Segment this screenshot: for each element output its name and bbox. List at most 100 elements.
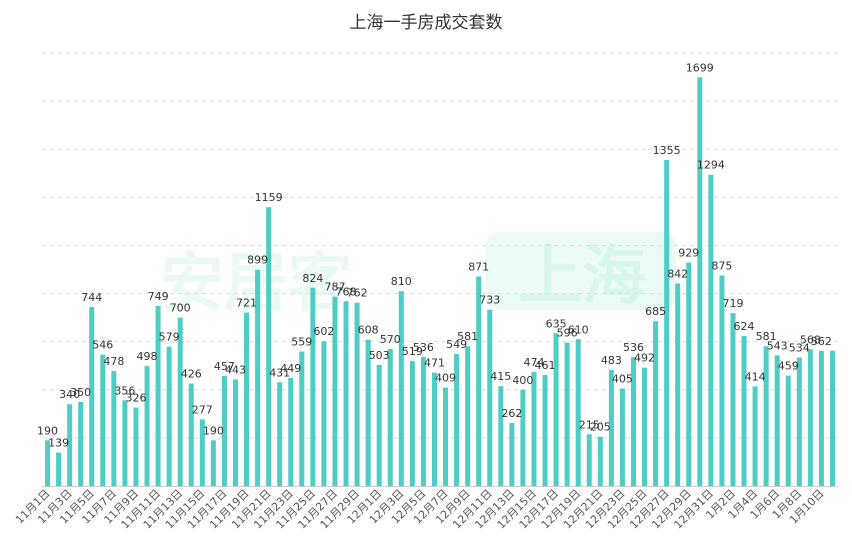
- bar-56[interactable]: [653, 321, 659, 486]
- bar-42[interactable]: [498, 386, 504, 486]
- bar-6[interactable]: [100, 354, 106, 486]
- bar-31[interactable]: [376, 365, 382, 486]
- bar-61[interactable]: [708, 174, 714, 486]
- bar-70[interactable]: [807, 349, 813, 486]
- value-label: 414: [745, 370, 766, 383]
- bar-40[interactable]: [476, 276, 482, 486]
- bar-33[interactable]: [398, 291, 404, 486]
- bar-36[interactable]: [431, 372, 437, 486]
- value-label: 139: [48, 437, 69, 450]
- bar-49[interactable]: [575, 339, 581, 486]
- bar-13[interactable]: [177, 317, 183, 486]
- bar-60[interactable]: [697, 77, 703, 487]
- value-label: 624: [734, 320, 755, 333]
- bar-25[interactable]: [310, 287, 316, 486]
- bar-17[interactable]: [221, 376, 227, 486]
- value-label: 519: [402, 345, 423, 358]
- value-label: 356: [114, 384, 135, 397]
- bar-55[interactable]: [642, 367, 648, 486]
- value-label: 685: [645, 305, 666, 318]
- bar-10[interactable]: [144, 366, 150, 486]
- bar-19[interactable]: [244, 312, 250, 486]
- bar-34[interactable]: [409, 361, 415, 486]
- bar-20[interactable]: [255, 269, 261, 486]
- value-label: 1699: [686, 61, 714, 74]
- bar-35[interactable]: [420, 357, 426, 486]
- bar-24[interactable]: [299, 351, 305, 486]
- bar-32[interactable]: [387, 348, 393, 486]
- value-labels: 1901393403507445464783563264987495797004…: [37, 61, 832, 449]
- value-label: 409: [435, 372, 456, 385]
- value-label: 733: [479, 294, 500, 307]
- value-label: 635: [546, 317, 567, 330]
- bar-62[interactable]: [719, 275, 725, 486]
- bar-38[interactable]: [454, 353, 460, 486]
- bar-54[interactable]: [630, 357, 636, 486]
- bar-59[interactable]: [686, 262, 692, 486]
- value-label: 568: [800, 333, 821, 346]
- bar-23[interactable]: [288, 377, 294, 486]
- bar-43[interactable]: [509, 422, 515, 486]
- bar-5[interactable]: [89, 307, 95, 486]
- bar-45[interactable]: [531, 371, 537, 486]
- bar-9[interactable]: [133, 407, 139, 486]
- bar-64[interactable]: [741, 335, 747, 486]
- bar-14[interactable]: [188, 383, 194, 486]
- bar-26[interactable]: [321, 341, 327, 486]
- value-label: 749: [148, 290, 169, 303]
- value-label: 536: [413, 341, 434, 354]
- bar-37[interactable]: [443, 387, 449, 486]
- bar-27[interactable]: [332, 296, 338, 486]
- bar-7[interactable]: [111, 371, 117, 486]
- value-label: 1355: [653, 144, 681, 157]
- bar-2[interactable]: [56, 452, 62, 486]
- bar-8[interactable]: [122, 400, 128, 486]
- bar-11[interactable]: [155, 305, 161, 486]
- bar-44[interactable]: [520, 389, 526, 486]
- bar-15[interactable]: [199, 419, 205, 486]
- value-label: 602: [313, 325, 334, 338]
- value-label: 205: [590, 421, 611, 434]
- bar-1[interactable]: [45, 440, 51, 486]
- value-label: 842: [667, 267, 688, 280]
- bar-65[interactable]: [752, 386, 758, 486]
- bar-66[interactable]: [763, 346, 769, 486]
- bar-12[interactable]: [166, 346, 172, 486]
- value-label: 929: [678, 247, 699, 260]
- bar-71[interactable]: [818, 350, 824, 486]
- bar-53[interactable]: [619, 388, 625, 486]
- bar-46[interactable]: [542, 375, 548, 486]
- bar-67[interactable]: [774, 355, 780, 486]
- bar-4[interactable]: [78, 401, 84, 486]
- bar-39[interactable]: [465, 346, 471, 486]
- bar-29[interactable]: [354, 302, 360, 486]
- bar-51[interactable]: [597, 436, 603, 486]
- bar-50[interactable]: [586, 434, 592, 486]
- value-label: 1159: [255, 191, 283, 204]
- bar-47[interactable]: [553, 333, 559, 486]
- bar-69[interactable]: [796, 357, 802, 486]
- bar-72[interactable]: [829, 350, 835, 486]
- bar-48[interactable]: [564, 342, 570, 486]
- bar-22[interactable]: [277, 382, 283, 486]
- bar-41[interactable]: [487, 309, 493, 486]
- bar-16[interactable]: [210, 440, 216, 486]
- bar-58[interactable]: [675, 283, 681, 486]
- bar-68[interactable]: [785, 375, 791, 486]
- bar-57[interactable]: [664, 160, 670, 487]
- bar-21[interactable]: [266, 207, 272, 486]
- value-label: 405: [612, 373, 633, 386]
- value-label: 277: [192, 403, 213, 416]
- bar-30[interactable]: [365, 339, 371, 486]
- bar-3[interactable]: [67, 404, 73, 486]
- value-label: 190: [37, 424, 58, 437]
- value-label: 570: [380, 333, 401, 346]
- value-label: 262: [501, 407, 522, 420]
- bar-18[interactable]: [232, 379, 238, 486]
- bar-52[interactable]: [608, 369, 614, 486]
- bar-63[interactable]: [730, 313, 736, 486]
- value-label: 431: [269, 366, 290, 379]
- bar-28[interactable]: [343, 301, 349, 486]
